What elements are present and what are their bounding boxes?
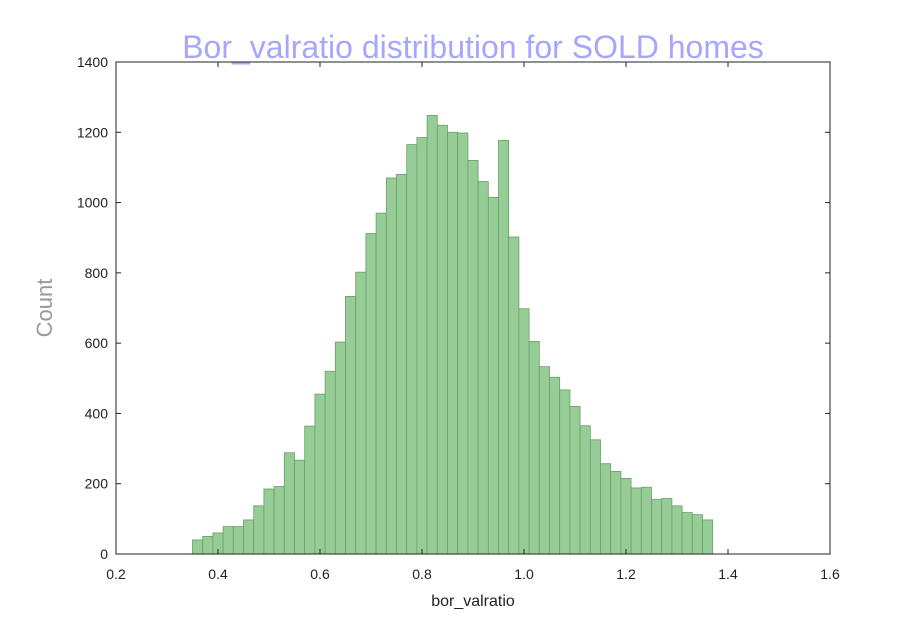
y-axis-ticks: 0 200 400 600 800 1000 1200 1400	[77, 54, 830, 562]
histogram-bar	[620, 478, 632, 555]
histogram-bar	[426, 115, 438, 555]
histogram-bar	[538, 366, 550, 555]
x-tick-label: 1.4	[718, 566, 738, 582]
histogram-bar	[661, 498, 673, 555]
histogram-bar	[498, 139, 510, 555]
histogram-bar	[416, 137, 428, 555]
histogram-bar	[222, 526, 234, 555]
x-axis-label: bor_valratio	[431, 593, 515, 610]
histogram-bar	[294, 459, 306, 555]
histogram-bar	[549, 376, 561, 555]
histogram-bar	[671, 505, 683, 555]
histogram-bar	[385, 177, 397, 555]
histogram-bar	[243, 519, 255, 555]
x-axis-ticks: 0.2 0.4 0.6 0.8 1.0 1.2 1.4 1.6	[106, 62, 840, 582]
y-tick-label: 600	[85, 335, 109, 351]
histogram-bar	[569, 405, 581, 555]
histogram-bar	[487, 196, 499, 555]
y-tick-label: 0	[100, 546, 108, 562]
histogram-bars	[192, 115, 714, 555]
histogram-bar	[345, 296, 357, 555]
x-tick-label: 0.4	[208, 566, 228, 582]
histogram-bar	[477, 181, 489, 555]
histogram-bar	[202, 536, 214, 555]
histogram-bar	[447, 131, 459, 555]
y-tick-label: 1400	[77, 54, 108, 70]
histogram-bar	[406, 144, 418, 555]
histogram-bar	[253, 505, 265, 555]
histogram-bar	[640, 486, 652, 555]
histogram-bar	[651, 499, 663, 555]
y-tick-label: 800	[85, 265, 109, 281]
histogram-bar	[579, 425, 591, 555]
histogram-bar	[467, 159, 479, 555]
histogram-bar	[314, 393, 326, 555]
histogram-bar	[355, 271, 367, 555]
plot-frame	[115, 61, 831, 555]
histogram-bar	[304, 425, 316, 555]
histogram-bar	[436, 124, 448, 555]
histogram-bar	[283, 452, 295, 555]
x-tick-label: 0.6	[310, 566, 330, 582]
x-tick-label: 1.6	[820, 566, 840, 582]
histogram-bar	[263, 488, 275, 555]
histogram-bar	[691, 514, 703, 555]
y-tick-label: 1000	[77, 195, 108, 211]
histogram-bar	[610, 471, 622, 555]
histogram-bar	[681, 512, 693, 555]
histogram-bar	[457, 132, 469, 555]
histogram-bar	[589, 439, 601, 555]
y-axis-label: Count	[32, 279, 57, 338]
histogram-bar	[232, 526, 244, 555]
y-tick-label: 1200	[77, 124, 108, 140]
x-tick-label: 0.2	[106, 566, 126, 582]
x-tick-label: 0.8	[412, 566, 432, 582]
histogram-bar	[600, 463, 612, 555]
histogram-bar	[630, 487, 642, 555]
y-tick-label: 200	[85, 476, 109, 492]
histogram-bar	[192, 539, 204, 555]
histogram-bar	[559, 389, 571, 555]
histogram-bar	[375, 212, 387, 555]
chart-title: Bor_valratio distribution for SOLD homes	[182, 29, 764, 65]
histogram-bar	[528, 340, 540, 555]
histogram-bar	[508, 236, 520, 555]
histogram-bar	[365, 233, 377, 555]
histogram-bar	[324, 370, 336, 555]
x-tick-label: 1.0	[514, 566, 534, 582]
histogram-bar	[702, 519, 714, 555]
histogram-bar	[334, 341, 346, 555]
histogram-bar	[273, 486, 285, 555]
y-tick-label: 400	[85, 405, 109, 421]
histogram-bar	[396, 174, 408, 555]
histogram-bar	[518, 308, 530, 555]
x-tick-label: 1.2	[616, 566, 636, 582]
